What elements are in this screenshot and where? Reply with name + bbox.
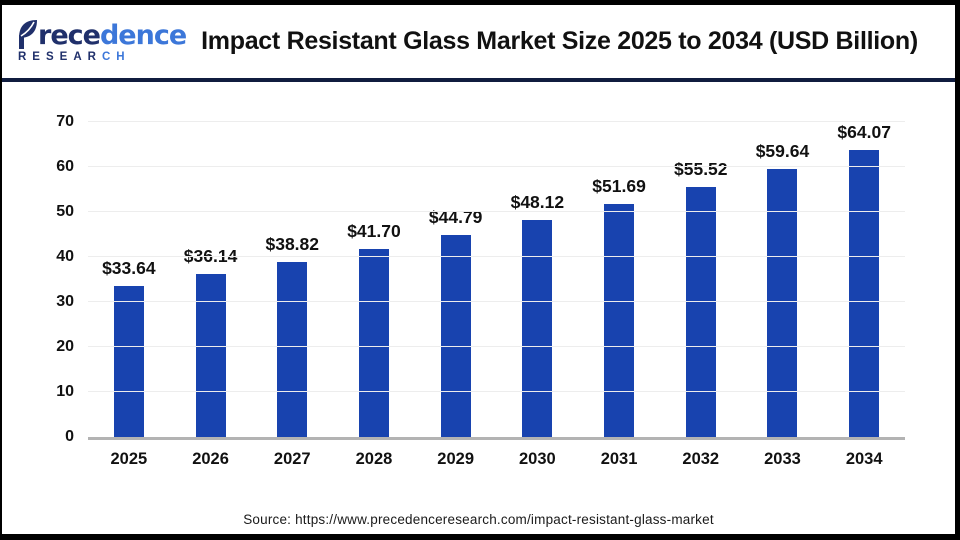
bars-row: $33.64 $36.14 $38.82 $41.70 $44.79 $48.12 $51.… xyxy=(88,122,905,437)
bar xyxy=(767,168,798,437)
brand-name-part2: dence xyxy=(99,20,187,52)
gridline xyxy=(88,211,905,212)
y-axis-tick-label: 40 xyxy=(56,248,74,265)
page-title: Impact Resistant Glass Market Size 2025 … xyxy=(201,27,918,55)
bar-group: $55.52 xyxy=(660,122,742,437)
y-axis-tick-label: 10 xyxy=(56,383,74,400)
plot-area: $33.64 $36.14 $38.82 $41.70 $44.79 $48.12 $51.… xyxy=(56,113,905,445)
x-axis-label: 2027 xyxy=(273,450,311,468)
bar-group: $59.64 xyxy=(742,122,824,437)
brand-name: recedence xyxy=(38,20,187,52)
bar-value-label: $33.64 xyxy=(102,257,156,278)
x-axis-label: 2030 xyxy=(519,450,556,468)
bar xyxy=(195,274,226,437)
bar-value-label: $48.12 xyxy=(510,192,565,213)
bar xyxy=(113,285,144,437)
y-axis-tick-label: 70 xyxy=(56,113,74,130)
page: recedence RESEARCH Impact Resistant Glas… xyxy=(2,5,955,534)
y-axis-tick-label: 0 xyxy=(65,428,74,445)
bar-group: $36.14 xyxy=(170,122,252,437)
gridline xyxy=(88,346,905,347)
bar-group: $48.12 xyxy=(497,122,579,437)
gridline xyxy=(88,301,905,302)
header: recedence RESEARCH Impact Resistant Glas… xyxy=(2,5,955,82)
bar-value-label: $41.70 xyxy=(347,221,401,242)
x-axis-label: 2031 xyxy=(600,450,638,468)
bar-group: $38.82 xyxy=(251,122,333,437)
bar-group: $44.79 xyxy=(415,122,497,437)
bar xyxy=(277,262,308,437)
bar-group: $33.64 xyxy=(88,122,170,437)
brand-subtitle-part1: RESEAR xyxy=(18,51,102,64)
brand-subtitle-part2: CH xyxy=(101,51,131,64)
brand-logo: recedence RESEARCH xyxy=(16,19,187,64)
chart-area: $33.64 $36.14 $38.82 $41.70 $44.79 $48.12 $51.… xyxy=(2,82,955,468)
bar-group: $64.07 xyxy=(823,122,905,437)
brand-subtitle: RESEARCH xyxy=(18,52,131,64)
y-axis-tick-label: 20 xyxy=(56,338,74,355)
y-axis-tick-label: 30 xyxy=(56,293,74,310)
bar-value-label: $44.79 xyxy=(428,207,483,228)
gridline xyxy=(88,166,905,167)
gridline xyxy=(88,121,905,122)
x-axis-label: 2028 xyxy=(355,450,393,468)
gridline xyxy=(88,256,905,257)
bar-group: $51.69 xyxy=(578,122,660,437)
bar-value-label: $55.52 xyxy=(674,159,728,180)
x-axis-label: 2033 xyxy=(764,450,801,468)
bar-value-label: $59.64 xyxy=(755,140,810,161)
y-axis-tick-label: 60 xyxy=(56,158,74,175)
bar-value-label: $51.69 xyxy=(592,176,646,197)
y-axis-tick-label: 50 xyxy=(56,203,74,220)
bar-value-label: $38.82 xyxy=(265,234,320,255)
bar xyxy=(685,187,716,437)
leaf-p-icon xyxy=(16,19,38,50)
brand-wordmark: recedence xyxy=(16,19,187,52)
x-axis-label: 2026 xyxy=(192,450,229,468)
x-axis-labels: 2025 2026 2027 2028 2029 2030 2031 2032 2033 2034 xyxy=(88,450,905,469)
bar xyxy=(604,204,635,437)
bar xyxy=(440,235,471,437)
x-axis-label: 2029 xyxy=(437,450,475,468)
gridline xyxy=(88,391,905,392)
source-attribution: Source: https://www.precedenceresearch.c… xyxy=(243,512,714,527)
brand-name-part1: rece xyxy=(38,20,101,52)
bar-value-label: $64.07 xyxy=(837,122,891,142)
bar-group: $41.70 xyxy=(333,122,415,437)
x-axis-label: 2034 xyxy=(845,450,883,468)
x-axis-label: 2025 xyxy=(110,450,148,468)
bar xyxy=(849,150,880,437)
bar xyxy=(358,249,389,437)
bar xyxy=(522,220,553,437)
x-axis-label: 2032 xyxy=(682,450,720,468)
